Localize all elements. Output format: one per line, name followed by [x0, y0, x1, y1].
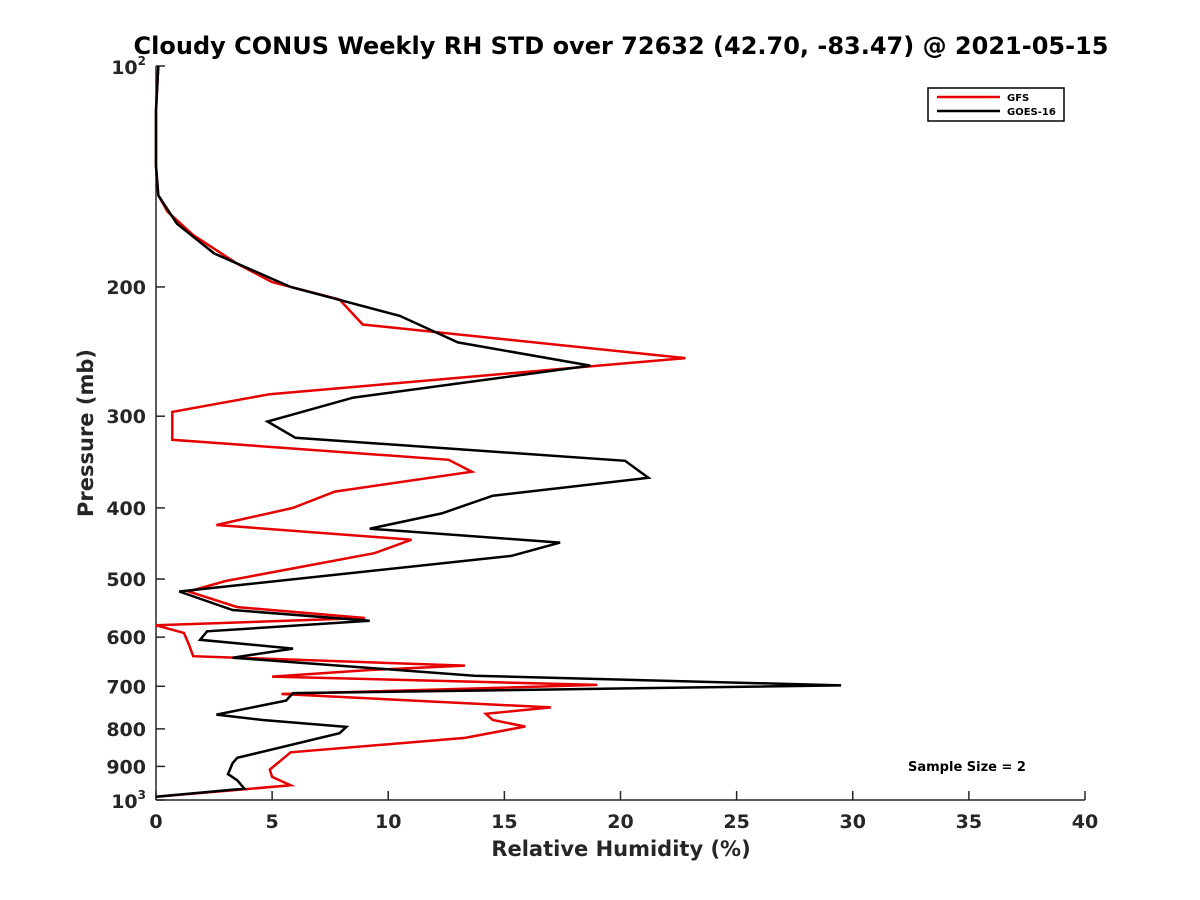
y-axis-label: Pressure (mb) [74, 349, 98, 517]
x-tick-label: 10 [375, 811, 401, 833]
y-tick-label: 800 [106, 719, 146, 741]
x-tick-label: 35 [956, 811, 982, 833]
y-tick-label: 300 [106, 406, 146, 428]
x-tick-label: 5 [266, 811, 279, 833]
series-line-goes16 [154, 65, 842, 799]
x-tick-label: 0 [149, 811, 162, 833]
plot-axes: 0 5 10 15 20 25 30 35 40 102 200 300 400 500 600 700 800… [106, 54, 1098, 833]
series-layer [154, 65, 842, 799]
x-tick-label: 40 [1072, 811, 1098, 833]
y-tick-label: 200 [106, 277, 146, 299]
x-tick-label: 30 [840, 811, 866, 833]
y-tick-label: 500 [106, 569, 146, 591]
legend-box [927, 87, 1065, 122]
x-tick-label: 20 [607, 811, 633, 833]
legend-label-goes16: GOES-16 [1007, 107, 1056, 118]
y-tick-label: 102 [111, 54, 146, 79]
legend: GFS GOES-16 [927, 87, 1065, 122]
y-tick-label: 600 [106, 627, 146, 649]
y-tick-label: 400 [106, 498, 146, 520]
x-axis-label: Relative Humidity (%) [491, 837, 750, 861]
sample-size-annotation: Sample Size = 2 [908, 760, 1026, 775]
series-line-gfs [154, 65, 686, 799]
x-tick-label: 15 [491, 811, 517, 833]
legend-label-gfs: GFS [1007, 93, 1029, 104]
y-tick-label: 103 [111, 788, 146, 813]
y-tick-label: 900 [106, 756, 146, 778]
y-tick-label: 700 [106, 676, 146, 698]
chart-title: Cloudy CONUS Weekly RH STD over 72632 (4… [134, 32, 1109, 60]
x-tick-label: 25 [723, 811, 749, 833]
